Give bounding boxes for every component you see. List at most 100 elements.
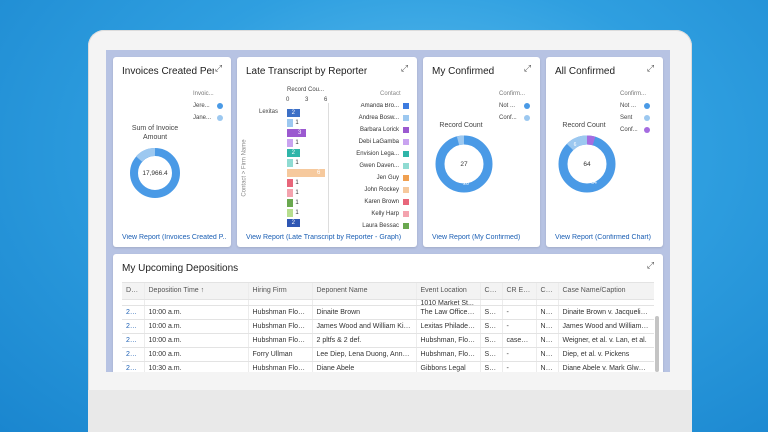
expand-icon[interactable]: ⤢ xyxy=(400,63,409,73)
late-bar[interactable] xyxy=(287,179,294,187)
expand-icon[interactable]: ⤢ xyxy=(646,260,655,270)
my-confirmed-donut-chart[interactable]: 27 26 xyxy=(433,133,495,195)
table-header-row: De... Deposition Time ↑ Hiring Firm Deponen… xyxy=(122,283,654,300)
table-cell: Sent xyxy=(480,305,503,320)
table-cell: Hubshman Flood... xyxy=(248,333,313,348)
late-bar-value: 1 xyxy=(295,140,299,146)
table-row-partial: 1010 Market St... xyxy=(122,299,654,306)
late-bar[interactable] xyxy=(287,139,294,147)
late-axis-title: Record Cou... xyxy=(287,87,325,93)
depositions-card-title: My Upcoming Depositions xyxy=(122,263,239,274)
my-confirmed-center-value: 27 xyxy=(460,161,468,168)
late-bar[interactable] xyxy=(287,199,294,207)
table-cell: Dinaite Brown v. Jacqueline A... xyxy=(558,305,654,320)
table-row[interactable]: 20... 10:30 a.m. Hubshman Flood... Diane Ab… xyxy=(122,361,654,372)
late-legend-swatch xyxy=(403,163,409,169)
table-cell: Lexitas Philadelp... xyxy=(416,319,481,334)
column-header[interactable]: Deposition Time ↑ xyxy=(144,283,249,300)
table-cell: Sent xyxy=(480,333,503,348)
late-legend-item: Laura Bessac xyxy=(362,223,399,229)
table-cell: 2 pltfs & 2 def. xyxy=(312,333,417,348)
table-row[interactable]: 20... 10:00 a.m. Hubshman Flood... Dinaite … xyxy=(122,305,654,320)
invoices-metric-label-line1: Sum of Invoice xyxy=(131,125,179,132)
invoices-view-report-link[interactable]: View Report (Invoices Created P... xyxy=(122,234,226,241)
table-cell: Sent xyxy=(480,319,503,334)
my-confirmed-view-report-link[interactable]: View Report (My Confirmed) xyxy=(432,234,521,241)
expand-icon[interactable]: ⤢ xyxy=(646,63,655,73)
legend-dot xyxy=(644,115,650,121)
legend-dot xyxy=(524,103,530,109)
late-bar-value: 1 xyxy=(295,210,299,216)
column-header[interactable]: De... xyxy=(122,283,145,300)
invoices-card-title: Invoices Created Per... xyxy=(122,66,214,77)
table-cell: 10:00 a.m. xyxy=(144,347,249,362)
invoices-card: Invoices Created Per... ⤢ Invoic... Jere… xyxy=(113,57,231,247)
column-header[interactable]: Co... xyxy=(480,283,503,300)
table-cell[interactable]: 20... xyxy=(122,305,145,320)
late-bar-value: 1 xyxy=(295,160,299,166)
column-header[interactable]: Deponent Name xyxy=(312,283,417,300)
late-firm-label: Lexitas xyxy=(259,109,279,115)
late-bar[interactable] xyxy=(287,129,306,137)
table-row[interactable]: 20... 10:00 a.m. Hubshman Flood... 2 pltfs … xyxy=(122,333,654,348)
late-legend: Amanda Bro... Andrea Bosw... Barbara Loric… xyxy=(337,103,413,233)
legend-dot xyxy=(217,115,223,121)
legend-dot xyxy=(217,103,223,109)
column-header[interactable]: Event Location xyxy=(416,283,481,300)
table-cell[interactable]: 20... xyxy=(122,347,145,362)
monitor-chin xyxy=(88,390,692,432)
late-bar[interactable] xyxy=(287,189,294,197)
table-cell: Hubshman Flood... xyxy=(248,319,313,334)
table-row[interactable]: 20... 10:00 a.m. Hubshman Flood... James Wo… xyxy=(122,319,654,334)
table-cell: 10:00 a.m. xyxy=(144,305,249,320)
late-bar-value: 6 xyxy=(317,170,321,176)
depositions-table-wrap: De... Deposition Time ↑ Hiring Firm Deponen… xyxy=(122,282,654,372)
column-header[interactable]: Hiring Firm xyxy=(248,283,313,300)
table-cell[interactable]: 20... xyxy=(122,333,145,348)
invoices-legend-item-1: Jere... xyxy=(193,103,210,109)
late-legend-swatch xyxy=(403,115,409,121)
table-cell: Hubshman Flood... xyxy=(248,305,313,320)
table-cell: - xyxy=(502,361,537,372)
late-bar[interactable] xyxy=(287,169,325,177)
table-cell: Weigner, et al. v. Lan, et al. xyxy=(558,333,654,348)
table-row[interactable]: 20... 10:00 a.m. Forry Ullman Lee Diep, Len… xyxy=(122,347,654,362)
late-legend-item: Karen Brown xyxy=(364,199,399,205)
late-bar[interactable] xyxy=(287,149,300,157)
late-bar[interactable] xyxy=(287,159,294,167)
table-cell[interactable]: 20... xyxy=(122,361,145,372)
late-legend-swatch xyxy=(403,151,409,157)
all-confirmed-small-segment-value: 6 xyxy=(574,142,577,148)
all-confirmed-donut-chart[interactable]: 64 54 6 xyxy=(556,133,618,195)
table-cell: Hubshman, Floo... xyxy=(416,333,481,348)
late-view-report-link[interactable]: View Report (Late Transcript by Reporter… xyxy=(246,234,402,241)
table-cell: - xyxy=(502,347,537,362)
table-cell xyxy=(248,299,313,306)
column-header[interactable]: Co... xyxy=(536,283,559,300)
late-bar[interactable] xyxy=(287,109,300,117)
table-cell: 10:00 a.m. xyxy=(144,333,249,348)
all-confirmed-legend-title: Confirm... xyxy=(620,91,647,97)
table-cell: Hubshman Flood... xyxy=(248,361,313,372)
late-bar[interactable] xyxy=(287,209,294,217)
late-tick-3: 3 xyxy=(305,97,309,103)
table-cell xyxy=(312,299,417,306)
table-cell[interactable]: 20... xyxy=(122,319,145,334)
all-confirmed-view-report-link[interactable]: View Report (Confirmed Chart) xyxy=(555,234,651,241)
table-cell xyxy=(480,299,503,306)
late-bar[interactable] xyxy=(287,219,300,227)
table-cell: James Wood and William Kinc... xyxy=(312,319,417,334)
all-confirmed-segment-value: 54 xyxy=(591,180,597,186)
table-scrollbar[interactable] xyxy=(655,316,659,372)
expand-icon[interactable]: ⤢ xyxy=(523,63,532,73)
table-cell: caseya... xyxy=(502,333,537,348)
invoices-donut-chart[interactable]: 17,966.4 xyxy=(127,145,183,201)
late-legend-item: John Rockey xyxy=(364,187,399,193)
late-bar[interactable] xyxy=(287,119,294,127)
late-legend-swatch xyxy=(403,127,409,133)
column-header[interactable]: CR Email xyxy=(502,283,537,300)
late-legend-item: Debi LaGamba xyxy=(358,139,399,145)
invoices-center-value: 17,966.4 xyxy=(142,170,168,177)
column-header[interactable]: Case Name/Caption xyxy=(558,283,654,300)
expand-icon[interactable]: ⤢ xyxy=(214,63,223,73)
